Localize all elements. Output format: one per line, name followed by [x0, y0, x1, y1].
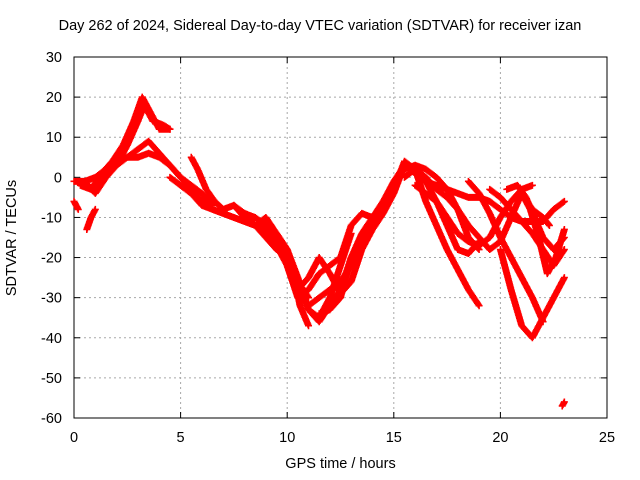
y-tick-label: -10: [41, 210, 62, 226]
y-axis-label: SDTVAR / TECUs: [4, 179, 20, 297]
x-tick-label: 5: [177, 430, 185, 446]
y-tick-label: -30: [41, 291, 62, 307]
chart-title: Day 262 of 2024, Sidereal Day-to-day VTE…: [58, 18, 582, 34]
y-tick-label: 0: [54, 170, 62, 186]
series-track-18: [464, 177, 547, 326]
y-tick-label: 20: [46, 90, 62, 106]
grid-lines: [74, 57, 607, 418]
y-tick-label: 30: [46, 50, 62, 66]
axis-ticks: [73, 56, 608, 419]
series-track-23: [558, 398, 568, 410]
marker-trace: [315, 157, 483, 318]
marker-trace: [83, 205, 99, 233]
series-track-4: [70, 197, 82, 213]
marker-trace: [558, 398, 568, 410]
y-tick-label: -50: [41, 371, 62, 387]
marker-trace: [464, 177, 547, 326]
series-track-5: [83, 205, 99, 233]
series-track-15: [315, 157, 483, 318]
marker-trace: [496, 246, 568, 342]
x-tick-label: 10: [279, 430, 295, 446]
series-track-9: [187, 153, 313, 330]
series-track-22: [518, 189, 568, 278]
x-tick-label: 0: [70, 430, 78, 446]
x-tick-label: 20: [492, 430, 508, 446]
marker-trace: [187, 153, 313, 330]
plot-frame: [73, 56, 608, 419]
y-tick-label: -60: [41, 411, 62, 427]
x-axis-label: GPS time / hours: [285, 456, 396, 472]
data-markers: [70, 93, 568, 410]
x-tick-label: 25: [599, 430, 615, 446]
marker-trace: [91, 137, 217, 209]
y-tick-label: 10: [46, 130, 62, 146]
series-track-20: [496, 246, 568, 342]
marker-trace: [518, 189, 568, 278]
x-tick-label: 15: [386, 430, 402, 446]
tick-labels: 0 5 10 15 20 25 -60 -50 -40 -30 -20 -10 0 10 20 30: [41, 50, 615, 446]
y-tick-label: -40: [41, 331, 62, 347]
y-tick-label: -20: [41, 251, 62, 267]
marker-trace: [70, 197, 82, 213]
series-track-6: [91, 137, 217, 209]
